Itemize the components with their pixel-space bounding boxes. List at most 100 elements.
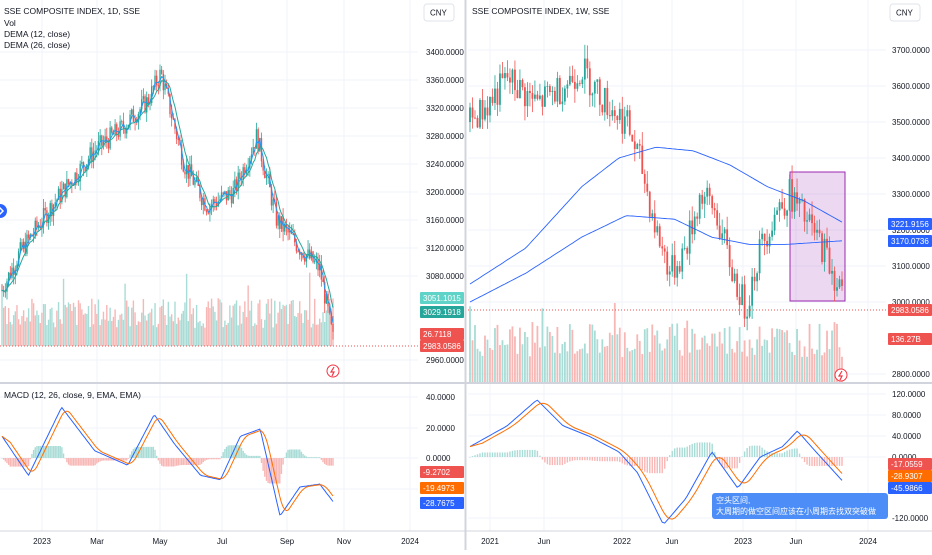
- right-candle: [683, 247, 686, 249]
- right-volume-bar: [791, 351, 793, 382]
- left-candle: [318, 263, 321, 271]
- left-candle: [265, 175, 268, 179]
- left-hist-bar: [200, 458, 203, 464]
- right-macd-axis[interactable]: 120.0000 80.0000 40.0000 0.0000 -120.0000: [892, 390, 929, 523]
- left-volume-bar: [146, 320, 148, 346]
- left-volume-bar: [26, 317, 28, 346]
- right-volume-bar: [531, 322, 534, 382]
- right-hist-bar: [689, 445, 691, 457]
- right-volume-bar: [573, 353, 576, 382]
- right-candle: [561, 101, 564, 105]
- left-volume-bar: [32, 303, 35, 346]
- right-volume-bar: [586, 353, 589, 382]
- right-time-axis[interactable]: 2021 Jun 2022 Jun 2023 Jun 2024: [481, 537, 877, 546]
- left-candle: [247, 167, 249, 170]
- right-volume-bar: [801, 356, 803, 382]
- left-volume-bar: [297, 312, 299, 346]
- right-candle: [583, 58, 586, 80]
- left-hist-bar: [212, 458, 214, 460]
- right-candle: [651, 213, 654, 217]
- left-volume-bar: [185, 273, 188, 346]
- right-hist-bar: [481, 452, 484, 457]
- left-hist-bar: [146, 446, 148, 458]
- right-candle: [601, 104, 604, 113]
- left-candle: [189, 164, 191, 179]
- left-candle: [192, 176, 194, 185]
- left-volume-bar: [314, 298, 316, 346]
- right-macd-ytick: 0.0000: [892, 453, 917, 462]
- left-hist-bar: [179, 458, 181, 466]
- left-candle: [239, 172, 241, 179]
- left-candle: [131, 109, 133, 115]
- right-candle: [786, 210, 788, 216]
- right-macd-tag-hist: -17.0559: [891, 460, 923, 469]
- right-volume-bar: [648, 351, 651, 382]
- left-price-axis[interactable]: 3400.0000 3360.0000 3320.0000 3280.0000 3240…: [426, 48, 464, 365]
- left-hist-bar: [275, 458, 278, 484]
- left-volume-bar: [195, 304, 198, 346]
- right-ma-mid-line: [469, 215, 843, 303]
- right-price-axis[interactable]: 3700.0000 3600.0000 3500.0000 3400.0000 3300…: [892, 46, 930, 379]
- left-volume-bar: [317, 324, 319, 346]
- left-hist-bar: [119, 458, 121, 461]
- right-volume-bar: [633, 348, 636, 382]
- left-candle: [222, 192, 224, 194]
- right-candle: [556, 78, 559, 102]
- right-volume-bar: [681, 355, 684, 382]
- left-candle: [292, 233, 294, 235]
- left-volume-bar: [152, 325, 155, 346]
- left-hist-bar: [204, 458, 206, 461]
- left-volume-bar: [160, 305, 163, 346]
- left-hist-bar: [310, 457, 313, 458]
- left-hist-bar: [217, 458, 219, 460]
- left-hist-bar: [36, 446, 38, 458]
- right-hist-bar: [476, 454, 479, 457]
- left-currency-button[interactable]: CNY: [423, 3, 455, 22]
- left-macd-tag-macd-bg: [420, 497, 464, 509]
- right-volume-bar: [666, 339, 669, 382]
- right-volume-bar: [708, 345, 711, 382]
- right-hist-bar: [669, 455, 671, 457]
- right-hist-bar: [656, 457, 658, 474]
- right-hist-bar: [796, 448, 798, 457]
- left-volume-bar: [175, 323, 178, 346]
- right-volume-bar: [474, 325, 476, 382]
- left-volume-bar: [214, 311, 216, 346]
- left-hist-bar: [267, 458, 269, 484]
- left-candle: [17, 251, 20, 265]
- right-hist-bar: [526, 449, 529, 457]
- left-volume-bar: [225, 324, 228, 346]
- right-candle: [681, 248, 684, 272]
- left-volume-bar: [189, 298, 191, 346]
- right-volume-bar: [793, 355, 796, 382]
- left-volume-bar: [194, 327, 196, 346]
- right-currency-button[interactable]: CNY: [889, 3, 921, 22]
- left-volume-bar: [242, 311, 244, 346]
- left-volume-bar: [300, 313, 303, 346]
- left-hist-bar: [174, 458, 176, 467]
- right-candle: [571, 75, 574, 82]
- svg-text:CNY: CNY: [430, 9, 448, 18]
- left-volume-bar: [180, 313, 183, 346]
- left-volume-bar: [294, 315, 296, 346]
- left-hist-bar: [197, 458, 199, 466]
- left-candle: [62, 183, 65, 190]
- right-hist-bar: [768, 452, 771, 457]
- left-event-bolt-icon[interactable]: [326, 364, 340, 378]
- annotation-line-2: 大周期的做空区间应该在小周期去找双突破做: [716, 506, 876, 516]
- right-candle: [481, 99, 484, 120]
- left-candle: [195, 177, 198, 182]
- svg-text:CNY: CNY: [896, 9, 914, 18]
- right-volume-bar: [731, 348, 734, 382]
- annotation-callout[interactable]: 空头区间, 大周期的做空区间应该在小周期去找双突破做: [712, 493, 888, 519]
- left-candle: [117, 134, 120, 137]
- right-candle: [693, 216, 696, 235]
- right-event-bolt-icon[interactable]: [834, 368, 848, 382]
- left-volume-bar: [64, 304, 66, 346]
- right-hist-bar: [808, 457, 811, 466]
- right-xtick: 2024: [859, 537, 877, 546]
- left-time-axis[interactable]: 2023 Mar May Jul Sep Nov 2024: [33, 537, 419, 546]
- left-hist-bar: [1, 458, 3, 459]
- left-hist-bar: [307, 457, 309, 458]
